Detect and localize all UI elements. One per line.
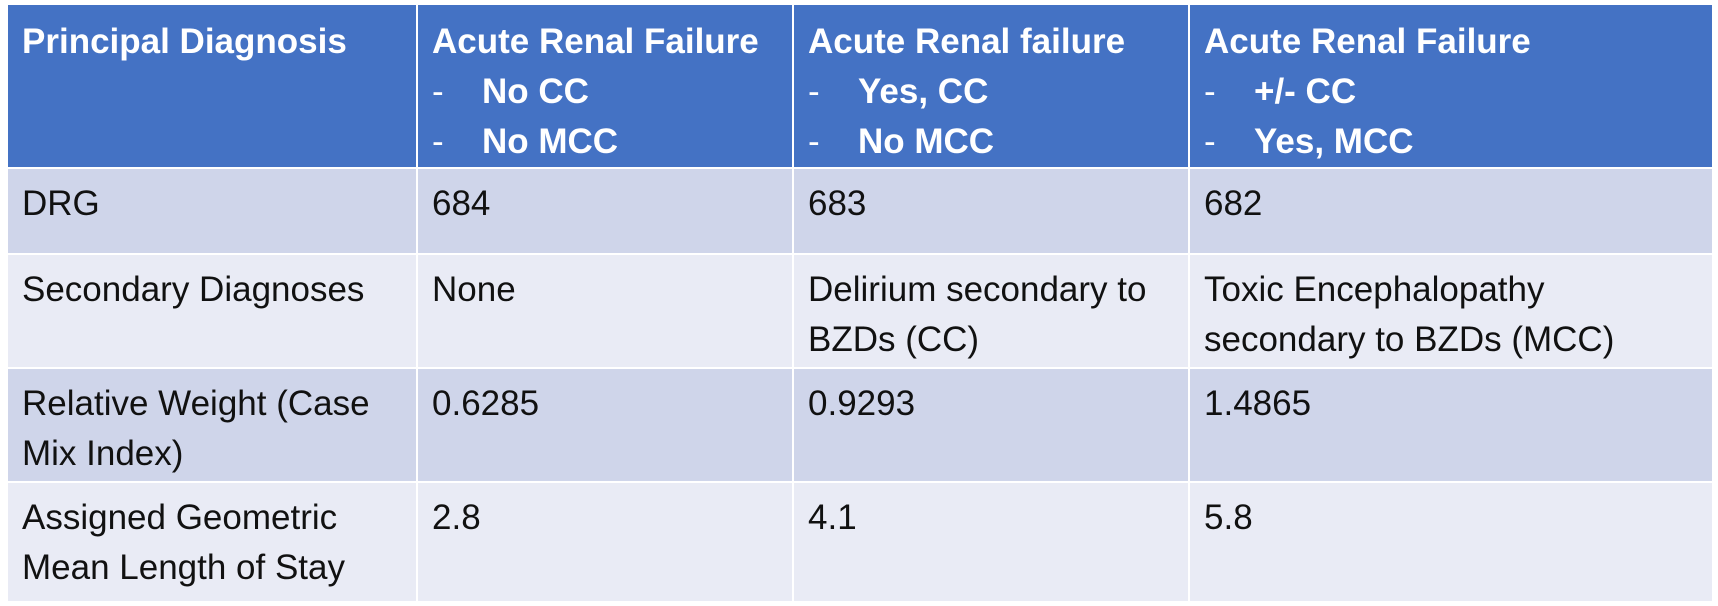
table-cell: 1.4865 [1188,367,1714,483]
table-cell: Toxic Encephalopathy secondary to BZDs (… [1188,253,1714,369]
bullet-dash: - [1204,72,1216,111]
table-row-drg: DRG 684 683 682 [6,167,1714,255]
table-row-secondary-diagnoses: Secondary Diagnoses None Delirium second… [6,253,1714,369]
header-drg-682: Acute Renal Failure - +/- CC - Yes, MCC [1188,3,1714,169]
table-cell: 0.9293 [792,367,1190,483]
table-cell: 4.1 [792,481,1190,603]
bullet-dash: - [808,122,820,161]
table-cell: 682 [1188,167,1714,255]
header-bullet-item: - Yes, MCC [1204,117,1698,166]
table-cell: 2.8 [416,481,794,603]
drg-comparison-table: Principal Diagnosis Acute Renal Failure … [6,3,1714,603]
table-row-length-of-stay: Assigned Geometric Mean Length of Stay 2… [6,481,1714,603]
header-title: Acute Renal Failure [1204,22,1531,61]
header-principal-diagnosis: Principal Diagnosis [6,3,418,169]
bullet-text: No MCC [858,122,995,161]
bullet-dash: - [808,72,820,111]
row-label: Assigned Geometric Mean Length of Stay [6,481,418,603]
table-row-relative-weight: Relative Weight (Case Mix Index) 0.6285 … [6,367,1714,483]
bullet-text: Yes, MCC [1254,122,1414,161]
table-cell: 684 [416,167,794,255]
table-body: DRG 684 683 682 Secondary Diagnoses None… [6,167,1714,603]
table-header: Principal Diagnosis Acute Renal Failure … [6,3,1714,169]
header-title: Principal Diagnosis [22,22,347,61]
row-label: DRG [6,167,418,255]
row-label: Secondary Diagnoses [6,253,418,369]
table-cell: 5.8 [1188,481,1714,603]
bullet-text: No MCC [482,122,619,161]
header-title: Acute Renal Failure [432,22,759,61]
header-drg-683: Acute Renal failure - Yes, CC - No MCC [792,3,1190,169]
table-cell: None [416,253,794,369]
header-bullet-item: - +/- CC [1204,67,1698,117]
bullet-dash: - [1204,122,1216,161]
header-bullet-item: - Yes, CC [808,67,1174,117]
bullet-dash: - [432,72,444,111]
header-bullet-item: - No MCC [808,117,1174,166]
table-cell: 0.6285 [416,367,794,483]
header-row: Principal Diagnosis Acute Renal Failure … [6,3,1714,169]
header-drg-684: Acute Renal Failure - No CC - No MCC [416,3,794,169]
bullet-text: No CC [482,72,589,111]
header-title: Acute Renal failure [808,22,1126,61]
header-bullet-item: - No CC [432,67,778,117]
header-bullet-item: - No MCC [432,117,778,166]
table-cell: Delirium secondary to BZDs (CC) [792,253,1190,369]
bullet-text: +/- CC [1254,72,1357,111]
table-cell: 683 [792,167,1190,255]
bullet-dash: - [432,122,444,161]
row-label: Relative Weight (Case Mix Index) [6,367,418,483]
bullet-text: Yes, CC [858,72,989,111]
